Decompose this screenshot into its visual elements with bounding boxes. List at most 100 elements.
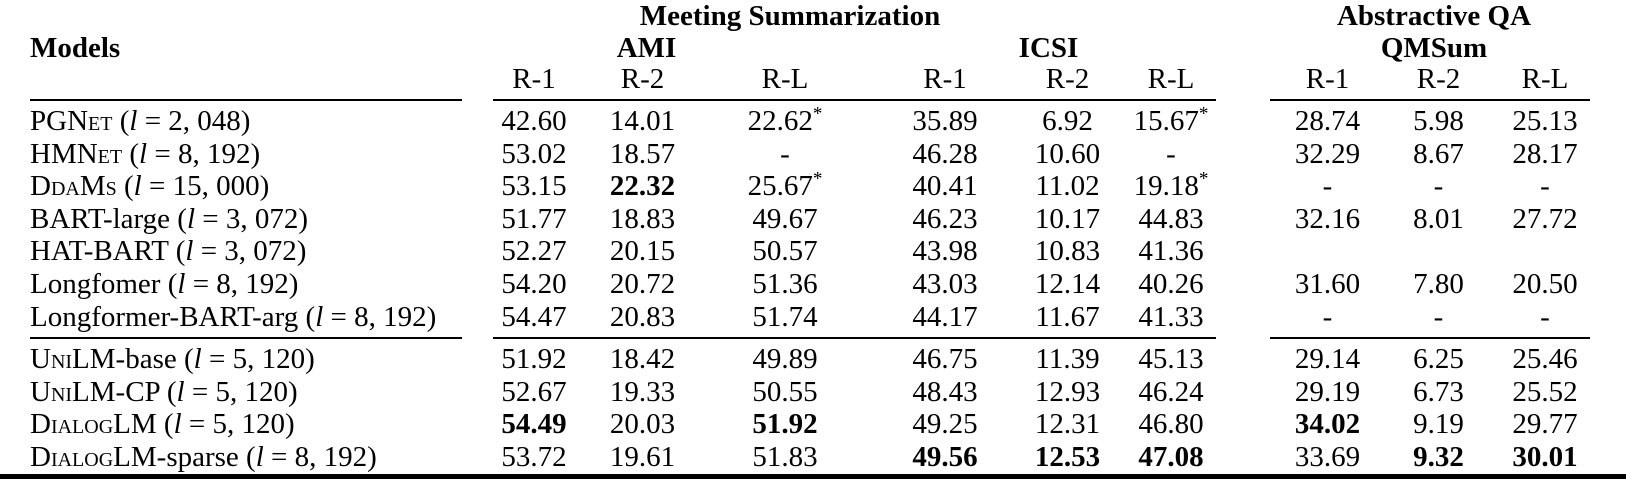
metric-value: 46.23 <box>912 202 978 235</box>
model-name: BART-large (l = 3, 072) <box>30 202 309 235</box>
dataset-header-ami: AMI <box>616 32 677 64</box>
metric-value: 51.83 <box>752 440 818 473</box>
metric-value: 8.67 <box>1413 137 1464 170</box>
metric-header-r-2: R-2 <box>620 63 665 95</box>
metric-value: 18.83 <box>609 202 676 235</box>
metric-header-r-1: R-1 <box>512 63 556 95</box>
metric-value: 51.36 <box>752 267 818 300</box>
metric-value: 15.67* <box>1133 103 1209 137</box>
metric-value: 20.72 <box>609 267 676 300</box>
metric-value: 32.29 <box>1294 137 1361 170</box>
metric-value: 51.74 <box>752 300 818 333</box>
metric-value: 6.73 <box>1413 375 1464 408</box>
header-rule-segment-meeting <box>493 99 1216 101</box>
model-name: DialogLM-sparse (l = 8, 192) <box>30 440 377 473</box>
metric-value: 6.92 <box>1042 105 1093 137</box>
bottom-rule <box>0 473 1626 479</box>
metric-value: 18.57 <box>609 137 676 170</box>
metric-value: 49.67 <box>752 202 818 235</box>
metric-value: 25.46 <box>1512 343 1578 376</box>
metric-value <box>1270 235 1385 268</box>
metric-value: 20.03 <box>609 408 676 441</box>
metric-value: 31.60 <box>1294 267 1361 300</box>
metric-value: - <box>1322 170 1333 203</box>
metric-value: 46.28 <box>912 137 978 170</box>
dataset-header-icsi: ICSI <box>1018 32 1079 64</box>
model-name: PGNet (l = 2, 048) <box>30 105 251 137</box>
column-header-models: Models <box>30 32 121 64</box>
metric-value: 12.93 <box>1034 375 1101 408</box>
metric-value: - <box>1322 300 1333 333</box>
metric-value: 10.60 <box>1034 137 1101 170</box>
metric-value: 11.39 <box>1035 343 1100 376</box>
task-group-label-meeting-summarization: Meeting Summarization <box>639 0 941 32</box>
metric-value: 22.62* <box>747 103 823 137</box>
metric-value: 41.36 <box>1138 235 1204 268</box>
dataset-header-qmsum: QMSum <box>1380 32 1488 64</box>
metric-value: 47.08 <box>1138 440 1204 473</box>
metric-value: 9.19 <box>1413 408 1464 441</box>
metric-value: - <box>1433 170 1444 203</box>
metric-value: 48.43 <box>912 375 978 408</box>
metric-value: 25.13 <box>1512 105 1578 137</box>
metric-value: 30.01 <box>1512 440 1578 473</box>
metric-value <box>1492 235 1598 268</box>
metric-value: 35.89 <box>912 105 978 137</box>
metric-value: 19.33 <box>609 375 676 408</box>
metric-value: 46.24 <box>1138 375 1204 408</box>
task-group-label-abstractive-qa: Abstractive QA <box>1336 0 1532 32</box>
metric-value: 49.56 <box>912 440 978 473</box>
metric-value: - <box>780 137 790 170</box>
metric-value: 41.33 <box>1138 300 1204 333</box>
metric-value: 42.60 <box>501 105 567 137</box>
metric-value: 46.80 <box>1138 408 1204 441</box>
metric-value: - <box>1540 170 1550 203</box>
metric-value: 54.47 <box>501 300 567 333</box>
metric-header-r-l: R-L <box>1521 63 1569 95</box>
metric-value: 54.49 <box>501 408 567 441</box>
metric-value: 51.77 <box>501 202 567 235</box>
metric-value: - <box>1166 137 1176 170</box>
metric-value: 25.52 <box>1512 375 1578 408</box>
metric-value: 8.01 <box>1413 202 1464 235</box>
metric-value: 44.83 <box>1138 202 1204 235</box>
metric-value: 27.72 <box>1512 202 1578 235</box>
metric-value: 25.67* <box>747 168 823 203</box>
metric-value: 34.02 <box>1294 408 1361 441</box>
model-name: DdaMs (l = 15, 000) <box>30 170 270 203</box>
metric-value: 19.18* <box>1133 168 1209 203</box>
metric-value: 52.67 <box>501 375 567 408</box>
metric-value: 32.16 <box>1294 202 1361 235</box>
metric-value: 10.17 <box>1034 202 1101 235</box>
metric-value: 53.02 <box>501 137 567 170</box>
metric-value: 12.31 <box>1034 408 1101 441</box>
metric-value: 5.98 <box>1413 105 1464 137</box>
metric-value: 49.25 <box>912 408 978 441</box>
header-rule-segment-qmsum <box>1270 99 1590 101</box>
metric-value: 33.69 <box>1294 440 1361 473</box>
metric-value: 20.15 <box>609 235 676 268</box>
metric-value: 19.61 <box>609 440 676 473</box>
metric-header-r-l: R-L <box>1147 63 1195 95</box>
metric-value: 44.17 <box>912 300 978 333</box>
metric-value <box>1385 235 1492 268</box>
group-divider-segment-models <box>30 337 462 340</box>
metric-header-r-1: R-1 <box>923 63 967 95</box>
header-rule-segment-models <box>30 99 462 101</box>
metric-value: 46.75 <box>912 343 978 376</box>
group-divider-segment-meeting <box>493 337 1216 340</box>
metric-header-r-l: R-L <box>761 63 809 95</box>
metric-value: 20.50 <box>1512 267 1578 300</box>
model-name: HAT-BART (l = 3, 072) <box>30 235 307 268</box>
metric-value: 14.01 <box>609 105 676 137</box>
metric-value: 50.55 <box>752 375 818 408</box>
metric-value: 6.25 <box>1413 343 1464 376</box>
metric-value: 29.14 <box>1294 343 1361 376</box>
metric-value: 12.14 <box>1034 267 1101 300</box>
metric-value: 18.42 <box>609 343 676 376</box>
metric-value: 29.77 <box>1512 408 1578 441</box>
metric-value: 50.57 <box>752 235 818 268</box>
model-name: Longformer-BART-arg (l = 8, 192) <box>30 300 437 333</box>
